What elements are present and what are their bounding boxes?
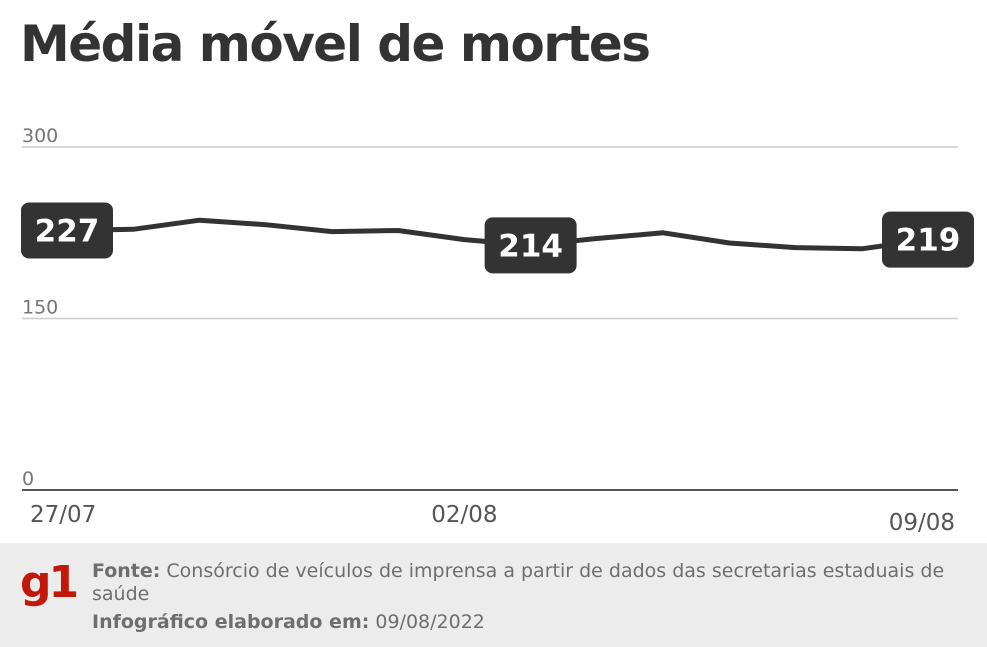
value-label: 219 (896, 223, 961, 259)
chart-title: Média móvel de mortes (20, 15, 651, 73)
y-tick-label: 0 (22, 468, 34, 490)
footer: g1 Fonte: Consórcio de veículos de impre… (0, 543, 987, 647)
y-tick-label: 300 (22, 125, 58, 147)
value-label-box (21, 202, 113, 259)
x-tick-label: 09/08 (889, 510, 955, 536)
line-chart: 300 150 0 27/07 02/08 09/08 227 214 219 (21, 125, 974, 536)
credit-label: Infográfico elaborado em: (92, 611, 370, 633)
value-label-box (484, 217, 577, 274)
source-text: Consórcio de veículos de imprensa a part… (92, 560, 945, 605)
source-label: Fonte: (92, 560, 161, 582)
credit-note: Infográfico elaborado em: 09/08/2022 (92, 611, 485, 634)
g1-logo: g1 (20, 557, 79, 608)
value-label: 214 (498, 228, 563, 264)
x-tick-label: 02/08 (431, 502, 497, 528)
credit-date: 09/08/2022 (369, 611, 485, 633)
x-tick-label: 27/07 (30, 502, 96, 528)
y-tick-label: 150 (22, 297, 58, 319)
source-note: Fonte: Consórcio de veículos de imprensa… (92, 560, 952, 606)
value-label: 227 (35, 213, 100, 249)
value-label-box (882, 211, 974, 268)
